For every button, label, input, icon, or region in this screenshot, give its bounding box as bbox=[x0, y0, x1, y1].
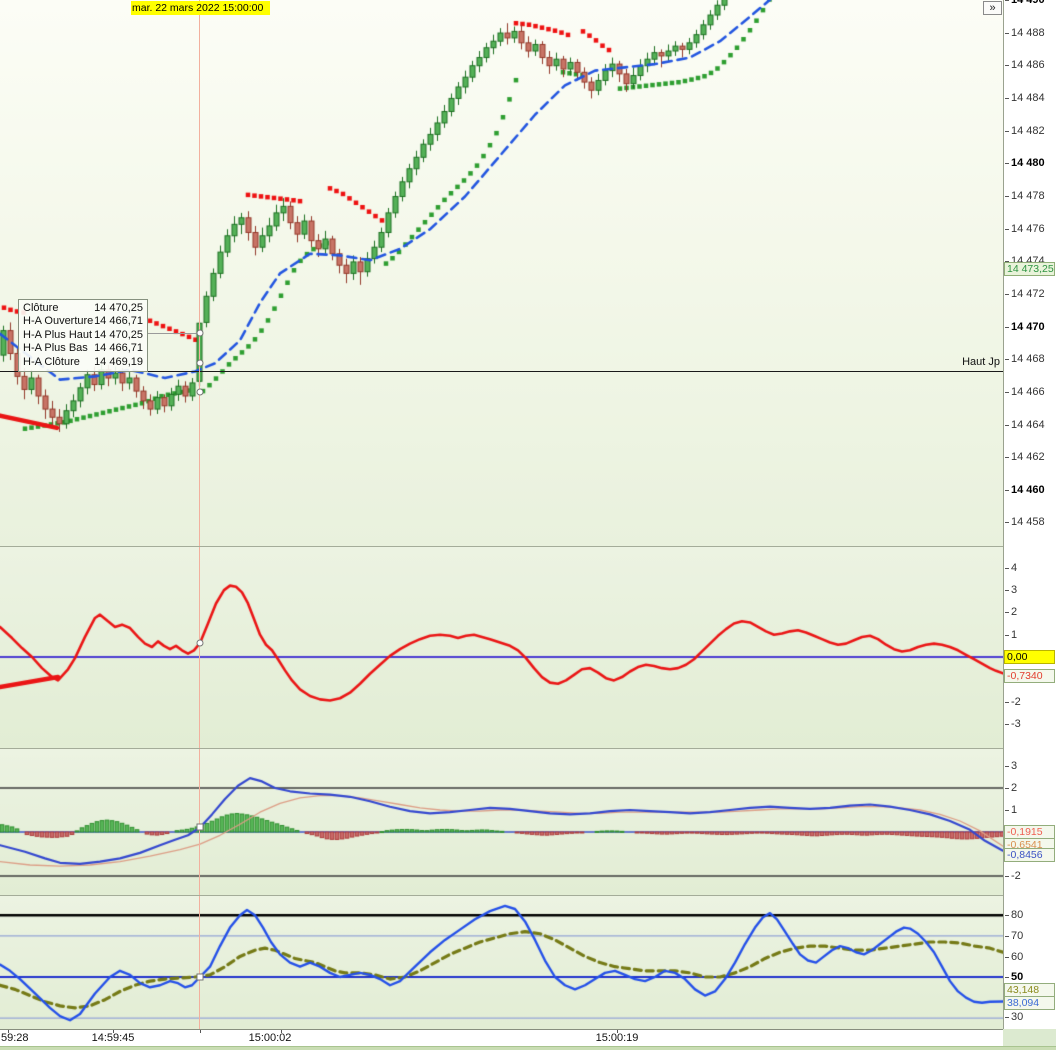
tooltip-row: H-A Plus Haut 14 470,25 bbox=[23, 329, 143, 342]
last-value-box: -0,7340 bbox=[1004, 669, 1055, 683]
y-axis-label: 1 bbox=[1004, 629, 1018, 641]
tooltip-label: H-A Plus Bas bbox=[23, 342, 88, 355]
y-axis-label: -3 bbox=[1005, 718, 1021, 730]
y-axis-label: -2 bbox=[1005, 870, 1021, 882]
last-value-box: 38,094 bbox=[1004, 996, 1055, 1010]
y-axis-label: 14 490 bbox=[1005, 0, 1045, 6]
crosshair-marker bbox=[196, 823, 204, 831]
haut-jp-level-line bbox=[0, 371, 1003, 372]
tooltip-leader-line bbox=[147, 333, 197, 334]
y-axis-label: 14 466 bbox=[1005, 386, 1045, 398]
axis-corner bbox=[1003, 1029, 1056, 1050]
crosshair-date-label: mar. 22 mars 2022 15:00:00 bbox=[131, 1, 270, 15]
last-value-box: -0,1915 bbox=[1004, 825, 1055, 839]
last-value-box: -0,8456 bbox=[1004, 848, 1055, 862]
y-axis-label: 14 486 bbox=[1005, 59, 1045, 71]
time-axis-label: 15:00:02 bbox=[248, 1032, 292, 1044]
macd-canvas[interactable] bbox=[0, 749, 1003, 895]
price-panel[interactable]: Haut Jp Clôture 14 470,25 H-A Ouverture 14 … bbox=[0, 0, 1003, 546]
time-axis-tick bbox=[8, 1030, 9, 1033]
y-axis-label: 1 bbox=[1004, 804, 1018, 816]
y-axis-label: 14 482 bbox=[1005, 125, 1045, 137]
time-axis-tick bbox=[281, 1030, 282, 1033]
price-axis[interactable]: 14 490 14 488 14 486 14 484 14 482 14 480 14 4… bbox=[1003, 0, 1056, 1029]
tooltip-row: Clôture 14 470,25 bbox=[23, 302, 143, 315]
bottom-strip bbox=[0, 1046, 1056, 1050]
y-axis-label: 70 bbox=[1004, 930, 1024, 942]
time-axis-tick bbox=[200, 1030, 201, 1033]
tooltip-value: 14 466,71 bbox=[94, 342, 143, 355]
y-axis-label: 14 464 bbox=[1005, 419, 1045, 431]
tooltip-value: 14 470,25 bbox=[94, 302, 143, 314]
y-axis-label: 14 484 bbox=[1005, 92, 1045, 104]
y-axis-label: 14 480 bbox=[1005, 157, 1045, 169]
oscillator-canvas[interactable] bbox=[0, 547, 1003, 748]
stochastic-canvas[interactable] bbox=[0, 896, 1003, 1029]
tooltip-value: 14 466,71 bbox=[94, 315, 143, 328]
y-axis-label: 4 bbox=[1004, 562, 1018, 574]
y-axis-label: 14 478 bbox=[1005, 190, 1045, 202]
tooltip-row: H-A Plus Bas 14 466,71 bbox=[23, 342, 143, 355]
stochastic-panel[interactable] bbox=[0, 896, 1003, 1029]
time-axis-label: 15:00:19 bbox=[595, 1032, 639, 1044]
y-axis-label: 2 bbox=[1004, 606, 1018, 618]
y-axis-label: 14 460 bbox=[1005, 484, 1045, 496]
tooltip-label: H-A Plus Haut bbox=[23, 328, 93, 341]
panel-separator bbox=[0, 546, 1056, 547]
haut-jp-label: Haut Jp bbox=[962, 356, 1000, 368]
time-axis-tick bbox=[113, 1030, 114, 1033]
panel-separator bbox=[0, 895, 1056, 896]
last-value-box: 43,148 bbox=[1004, 983, 1055, 997]
crosshair-vertical-line bbox=[199, 0, 200, 1029]
time-axis-more-button[interactable]: » bbox=[983, 1, 1002, 15]
y-axis-label: 14 470 bbox=[1005, 321, 1045, 333]
y-axis-label: 2 bbox=[1004, 782, 1018, 794]
tooltip-value: 14 469,19 bbox=[94, 355, 143, 368]
y-axis-label: 3 bbox=[1004, 760, 1018, 772]
last-value-box: 0,00 bbox=[1004, 650, 1055, 664]
panel-separator bbox=[0, 748, 1056, 749]
time-axis-label: 14:59:45 bbox=[91, 1032, 135, 1044]
y-axis-label: 14 462 bbox=[1005, 451, 1045, 463]
tooltip-row: H-A Clôture 14 469,19 bbox=[23, 356, 143, 369]
crosshair-marker bbox=[196, 329, 204, 337]
y-axis-label: 14 476 bbox=[1005, 223, 1045, 235]
y-axis-label: 14 488 bbox=[1005, 27, 1045, 39]
last-value-box: 14 473,25 bbox=[1004, 262, 1055, 276]
crosshair-marker bbox=[196, 973, 204, 981]
candle-tooltip: Clôture 14 470,25 H-A Ouverture 14 466,71 H-… bbox=[18, 299, 148, 373]
oscillator-panel[interactable] bbox=[0, 547, 1003, 748]
y-axis-label: 60 bbox=[1004, 951, 1024, 963]
tooltip-row: H-A Ouverture 14 466,71 bbox=[23, 315, 143, 328]
tooltip-label: Clôture bbox=[23, 302, 59, 314]
y-axis-label: 14 468 bbox=[1005, 353, 1045, 365]
tooltip-label: H-A Ouverture bbox=[23, 315, 94, 328]
macd-panel[interactable] bbox=[0, 749, 1003, 895]
time-axis-label: 59:28 bbox=[1, 1032, 29, 1044]
y-axis-label: 14 472 bbox=[1005, 288, 1045, 300]
y-axis-label: 50 bbox=[1004, 971, 1024, 983]
crosshair-marker bbox=[196, 639, 204, 647]
tooltip-label: H-A Clôture bbox=[23, 355, 80, 368]
tooltip-value: 14 470,25 bbox=[94, 328, 143, 341]
price-chart-canvas[interactable] bbox=[0, 0, 1003, 546]
y-axis-label: 30 bbox=[1004, 1011, 1024, 1023]
crosshair-marker bbox=[196, 359, 204, 367]
y-axis-label: 80 bbox=[1004, 909, 1024, 921]
crosshair-marker bbox=[196, 388, 204, 396]
time-axis-tick bbox=[617, 1030, 618, 1033]
y-axis-label: 14 458 bbox=[1005, 516, 1045, 528]
y-axis-label: 3 bbox=[1004, 584, 1018, 596]
y-axis-label: -2 bbox=[1005, 696, 1021, 708]
time-axis[interactable]: 59:28 14:59:45 15:00:02 15:00:19 bbox=[0, 1029, 1003, 1046]
